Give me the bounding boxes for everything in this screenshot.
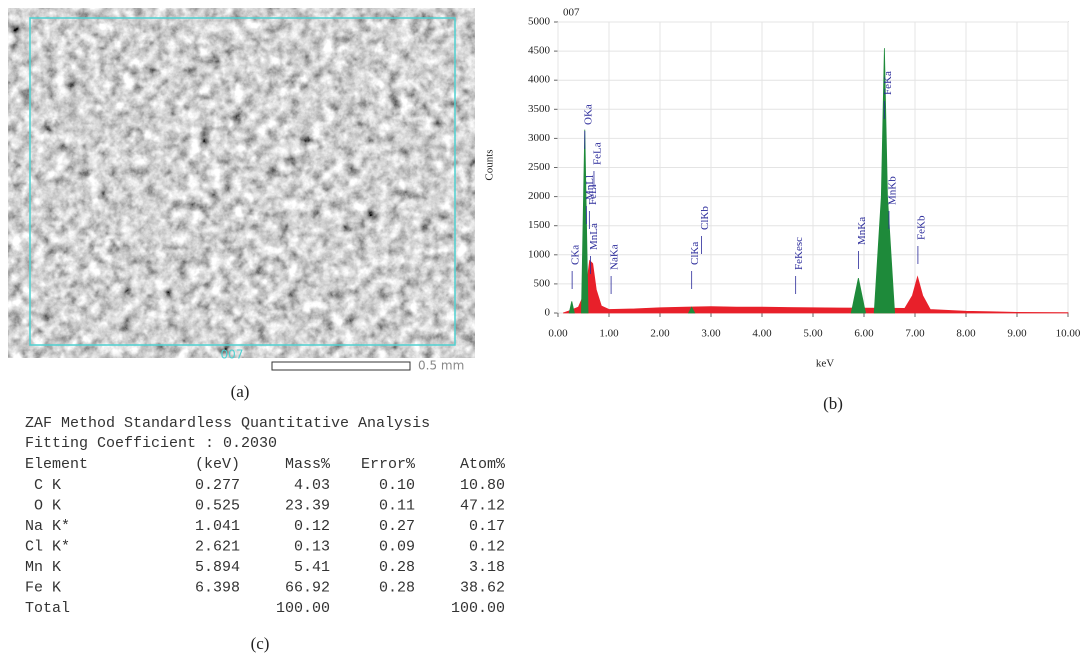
y-tick-label: 0 <box>545 307 551 319</box>
y-tick-label: 3500 <box>528 103 551 115</box>
table-cell: 2.621 <box>195 538 240 555</box>
x-tick-label: 6.00 <box>854 328 874 340</box>
peak-label: NaKa <box>609 244 621 270</box>
x-tick-label: 0.00 <box>548 328 568 340</box>
table-cell: 38.62 <box>460 579 505 596</box>
table-cell: 0.12 <box>469 538 505 555</box>
peak-label: MnKa <box>856 217 868 245</box>
y-tick-label: 1000 <box>528 248 551 260</box>
table-header: (keV) <box>195 456 240 473</box>
table-cell: 1.041 <box>195 518 240 535</box>
image-code: 007 <box>221 348 244 362</box>
x-tick-label: 10.00 <box>1056 328 1081 340</box>
y-tick-label: 2000 <box>528 190 551 202</box>
table-cell: 0.11 <box>379 497 415 514</box>
table-cell: 0.12 <box>294 518 330 535</box>
peak-label: OKa <box>582 104 594 125</box>
peak-label: FeKa <box>882 71 894 95</box>
y-tick-label: 2500 <box>528 161 551 173</box>
table-cell: 100.00 <box>451 600 505 617</box>
x-tick-label: 8.00 <box>956 328 976 340</box>
table-cell: 3.18 <box>469 559 505 576</box>
spectrum-area <box>562 259 1069 314</box>
table-cell: O K <box>34 497 61 514</box>
peak-label: MnLl <box>584 175 596 200</box>
table-cell: 0.10 <box>379 477 415 494</box>
table-cell: 0.27 <box>379 518 415 535</box>
y-tick-label: 500 <box>534 277 551 289</box>
x-axis-label: keV <box>816 358 834 370</box>
peak-label: MnLa <box>588 223 600 250</box>
y-tick-label: 5000 <box>528 16 551 28</box>
x-tick-label: 7.00 <box>905 328 925 340</box>
y-tick-label: 4500 <box>528 45 551 57</box>
peak-label: FeLa <box>591 142 603 165</box>
x-tick-label: 1.00 <box>599 328 619 340</box>
spectrum-area <box>568 301 575 314</box>
table-cell: Mn K <box>25 559 61 576</box>
table-cell: 66.92 <box>285 579 330 596</box>
table-cell: 6.398 <box>195 579 240 596</box>
x-tick-label: 2.00 <box>650 328 670 340</box>
table-header: Mass% <box>285 456 331 473</box>
table-cell: 0.28 <box>379 559 415 576</box>
table-cell: 0.525 <box>195 497 240 514</box>
x-tick-label: 9.00 <box>1007 328 1027 340</box>
table-cell: Total <box>25 600 70 617</box>
fitting-coefficient: Fitting Coefficient : 0.2030 <box>25 435 277 452</box>
x-tick-label: 3.00 <box>701 328 721 340</box>
table-cell: 47.12 <box>460 497 505 514</box>
y-tick-label: 4000 <box>528 74 551 86</box>
y-tick-label: 3000 <box>528 132 551 144</box>
peak-label: MnKb <box>887 176 899 205</box>
table-cell: 0.17 <box>469 518 505 535</box>
table-cell: 23.39 <box>285 497 330 514</box>
table-cell: Na K* <box>25 518 70 535</box>
peak-label: FeKb <box>915 215 927 240</box>
chart-title: 007 <box>563 7 580 19</box>
table-header: Error% <box>361 456 416 473</box>
peak-label: CKa <box>570 245 582 265</box>
table-cell: 5.894 <box>195 559 240 576</box>
x-tick-label: 5.00 <box>803 328 823 340</box>
table-cell: 10.80 <box>460 477 505 494</box>
y-tick-label: 1500 <box>528 219 551 231</box>
table-cell: 4.03 <box>294 477 330 494</box>
peak-label: ClKb <box>699 206 711 230</box>
sem-texture <box>8 8 475 358</box>
y-axis-label: Counts <box>484 149 496 180</box>
table-cell: 0.277 <box>195 477 240 494</box>
panel-label: (b) <box>823 394 843 413</box>
panel-label: (c) <box>251 634 270 653</box>
peak-label: ClKa <box>689 242 701 265</box>
table-cell: 100.00 <box>276 600 330 617</box>
x-tick-label: 4.00 <box>752 328 772 340</box>
selection-box <box>29 17 456 346</box>
peak-label: FeLl <box>587 184 599 205</box>
table-cell: Fe K <box>25 579 61 596</box>
table-cell: C K <box>34 477 61 494</box>
table-cell: 0.13 <box>294 538 330 555</box>
peak-label: FeKesc <box>793 237 805 270</box>
table-cell: 5.41 <box>294 559 330 576</box>
scale-label: 0.5 mm <box>418 359 464 373</box>
table-cell: 0.28 <box>379 579 415 596</box>
spectrum-area <box>850 277 867 314</box>
table-header: Atom% <box>460 456 506 473</box>
scale-bar <box>271 361 411 371</box>
table-cell: Cl K* <box>25 538 70 555</box>
panel-label: (a) <box>231 382 250 401</box>
table-header: Element <box>25 456 88 473</box>
spectrum-area <box>687 306 696 314</box>
table-title: ZAF Method Standardless Quantitative Ana… <box>25 415 430 432</box>
table-cell: 0.09 <box>379 538 415 555</box>
spectrum-area <box>873 48 896 314</box>
